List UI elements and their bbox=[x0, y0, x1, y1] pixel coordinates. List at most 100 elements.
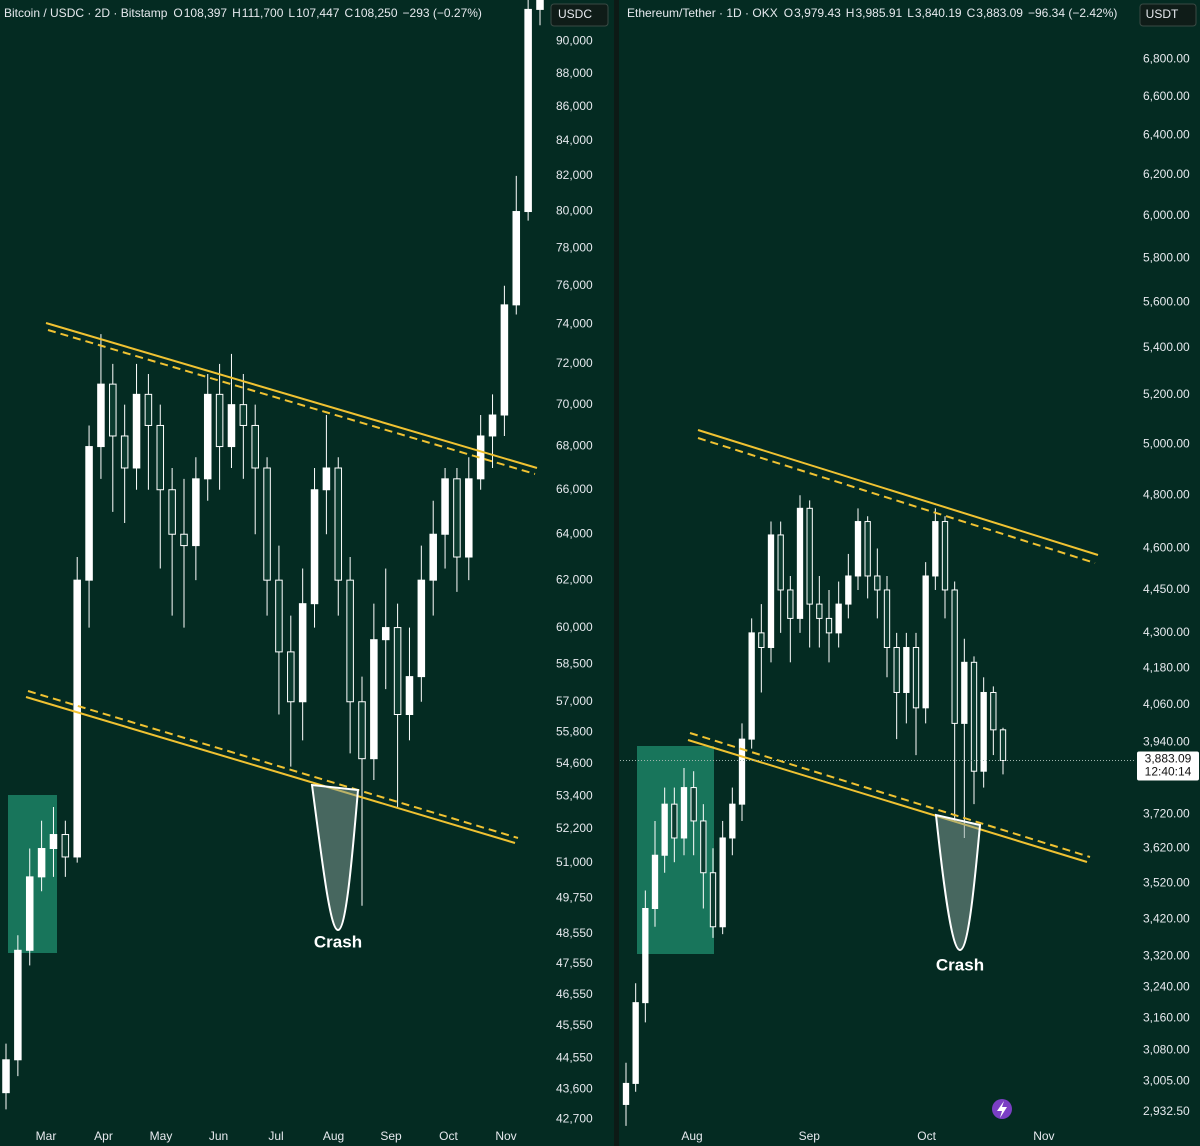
candle-body bbox=[429, 533, 437, 581]
y-tick-label: 62,000 bbox=[556, 572, 593, 586]
y-tick-label: 46,550 bbox=[556, 987, 593, 1001]
y-tick-label: 6,000.00 bbox=[1143, 208, 1190, 222]
x-tick-label: Nov bbox=[1033, 1129, 1054, 1143]
candle-body bbox=[932, 521, 939, 577]
y-tick-label: 80,000 bbox=[556, 204, 593, 218]
candle-body bbox=[14, 949, 22, 1061]
candle-body bbox=[298, 603, 307, 703]
candle-body bbox=[951, 589, 958, 724]
candle-body bbox=[912, 647, 920, 709]
y-tick-label: 3,005.00 bbox=[1143, 1074, 1190, 1088]
y-tick-label: 70,000 bbox=[556, 397, 593, 411]
x-tick-label: Apr bbox=[94, 1129, 113, 1143]
countdown-label: 12:40:14 bbox=[1145, 765, 1192, 779]
annotation: Crash bbox=[936, 955, 984, 974]
candle-body bbox=[310, 489, 319, 605]
y-tick-label: 55,800 bbox=[556, 725, 593, 739]
candle-body bbox=[109, 383, 117, 437]
y-tick-label: 5,800.00 bbox=[1143, 251, 1190, 265]
crash-shape bbox=[934, 813, 982, 952]
candle-body bbox=[203, 393, 212, 480]
symbol-title: Ethereum/Tether · 1D · OKX bbox=[627, 6, 778, 20]
trendline bbox=[25, 696, 516, 844]
currency-label: USDT bbox=[1146, 7, 1179, 21]
y-tick-label: 3,160.00 bbox=[1143, 1011, 1190, 1025]
candle-body bbox=[393, 627, 402, 716]
candle-body bbox=[883, 589, 891, 649]
y-tick-label: 6,400.00 bbox=[1143, 127, 1190, 141]
candle-body bbox=[816, 603, 823, 619]
alert-icon-glyph bbox=[997, 1101, 1007, 1118]
candle-body bbox=[748, 632, 755, 740]
ohlc-value: 107,447 bbox=[296, 6, 340, 20]
y-tick-label: 66,000 bbox=[556, 482, 593, 496]
y-tick-label: 57,000 bbox=[556, 694, 593, 708]
x-tick-label: Oct bbox=[917, 1129, 936, 1143]
y-tick-label: 64,000 bbox=[556, 526, 593, 540]
candle-body bbox=[719, 837, 726, 928]
candle-body bbox=[287, 651, 295, 703]
legend-header: Ethereum/Tether · 1D · OKX O3,979.43 H3,98… bbox=[627, 6, 1117, 20]
candle-body bbox=[263, 467, 271, 581]
ohlc-value: 3,979.43 bbox=[794, 6, 841, 20]
candle-body bbox=[49, 834, 58, 850]
candle-body bbox=[632, 1002, 639, 1084]
y-tick-label: 4,300.00 bbox=[1143, 625, 1190, 639]
change: −96.34 (−2.42%) bbox=[1028, 6, 1117, 20]
y-tick-label: 42,700 bbox=[556, 1112, 593, 1126]
change: −293 (−0.27%) bbox=[403, 6, 482, 20]
candle-body bbox=[680, 787, 688, 839]
candle-body bbox=[806, 507, 813, 605]
legend-header: Bitcoin / USDC · 2D · Bitstamp O108,397 H1… bbox=[4, 6, 482, 20]
currency-label: USDC bbox=[558, 7, 592, 21]
y-tick-label: 86,000 bbox=[556, 99, 593, 113]
y-tick-label: 5,600.00 bbox=[1143, 294, 1190, 308]
y-tick-label: 48,550 bbox=[556, 926, 593, 940]
candle-body bbox=[465, 478, 473, 558]
candle-body bbox=[453, 478, 461, 558]
y-tick-label: 74,000 bbox=[556, 316, 593, 330]
candle-body bbox=[512, 211, 521, 306]
x-tick-label: Nov bbox=[495, 1129, 516, 1143]
candle-body bbox=[990, 691, 997, 731]
candle-body bbox=[874, 575, 881, 591]
ohlc-key: C bbox=[344, 6, 353, 20]
panel-divider bbox=[614, 0, 619, 1146]
x-tick-label: Jul bbox=[268, 1129, 283, 1143]
y-tick-label: 53,400 bbox=[556, 788, 593, 802]
candle-body bbox=[980, 691, 987, 772]
candle-body bbox=[144, 393, 153, 426]
candle-body bbox=[970, 661, 978, 772]
candle-body bbox=[854, 521, 862, 577]
y-tick-label: 72,000 bbox=[556, 356, 593, 370]
currency-badge[interactable] bbox=[1139, 3, 1197, 27]
y-tick-label: 3,420.00 bbox=[1143, 912, 1190, 926]
candle-body bbox=[346, 579, 354, 703]
ohlc-key: C bbox=[967, 6, 976, 20]
candle-body bbox=[61, 834, 70, 858]
y-tick-label: 3,240.00 bbox=[1143, 979, 1190, 993]
ohlc-key: L bbox=[288, 6, 295, 20]
candle-body bbox=[671, 803, 678, 839]
candle-body bbox=[2, 1059, 10, 1094]
last-price-box bbox=[1137, 751, 1199, 781]
ohlc-value: 108,250 bbox=[354, 6, 398, 20]
candle-body bbox=[893, 647, 900, 693]
crash-shape bbox=[310, 783, 360, 932]
candle-body bbox=[642, 908, 649, 1004]
candle-body bbox=[417, 579, 426, 678]
candle-body bbox=[180, 533, 188, 547]
y-tick-label: 3,080.00 bbox=[1143, 1043, 1190, 1057]
trendline bbox=[27, 690, 519, 839]
ohlc-value: 111,700 bbox=[242, 6, 284, 20]
candle-body bbox=[500, 304, 509, 416]
y-tick-label: 45,550 bbox=[556, 1018, 593, 1032]
y-tick-label: 84,000 bbox=[556, 133, 593, 147]
candle-body bbox=[73, 579, 81, 858]
candle-body bbox=[536, 0, 544, 10]
currency-badge[interactable] bbox=[550, 3, 609, 27]
y-tick-label: 3,520.00 bbox=[1143, 876, 1190, 890]
annotation: Crash bbox=[314, 932, 362, 951]
trendline bbox=[687, 739, 1088, 863]
